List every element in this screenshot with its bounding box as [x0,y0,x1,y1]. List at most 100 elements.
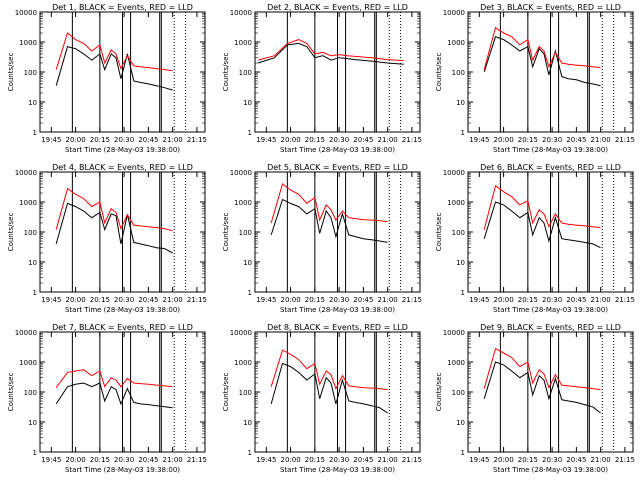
y-axis-label: Counts/sec [7,373,15,412]
series-line-events [55,202,173,254]
series-line-lld [483,184,601,230]
y-tick-label: 1000 [234,359,252,367]
x-tick-label: 21:00 [378,136,398,144]
y-tick-label: 100 [24,229,37,237]
chart-title: Det 2, BLACK = Events, RED = LLD [267,3,408,12]
x-axis-label: Start Time (28-May-03 19:38:00) [493,466,608,474]
y-tick-label: 100 [24,69,37,77]
x-tick-label: 21:15 [402,456,422,464]
y-tick-label: 100 [239,69,252,77]
y-tick-label: 100 [24,389,37,397]
y-tick-label: 1 [33,449,37,457]
x-tick-label: 19:45 [469,456,489,464]
y-tick-label: 1000 [234,199,252,207]
y-axis-label: Counts/sec [222,53,230,92]
x-tick-label: 19:45 [256,296,276,304]
y-tick-label: 1000 [447,199,465,207]
series-line-lld [483,26,601,70]
y-tick-label: 1000 [234,39,252,47]
chart-panel-6: Det 6, BLACK = Events, RED = LLD 1 10 100 10… [435,163,635,314]
chart-title: Det 7, BLACK = Events, RED = LLD [52,323,193,332]
x-tick-label: 19:45 [469,136,489,144]
series-line-lld [55,369,173,388]
chart-title: Det 1, BLACK = Events, RED = LLD [52,3,193,12]
x-tick-label: 20:45 [138,136,158,144]
series-line-events [270,362,388,414]
y-tick-label: 10 [243,99,252,107]
x-tick-label: 20:30 [329,296,349,304]
y-tick-label: 1000 [447,39,465,47]
x-tick-label: 20:45 [566,136,586,144]
x-tick-label: 20:30 [114,296,134,304]
x-tick-label: 20:00 [493,136,513,144]
y-tick-label: 100 [239,389,252,397]
x-tick-label: 21:15 [402,136,422,144]
chart-title: Det 3, BLACK = Events, RED = LLD [480,3,621,12]
x-tick-label: 20:00 [280,456,300,464]
y-tick-label: 1 [248,289,252,297]
y-tick-label: 100 [452,69,465,77]
series-line-events [55,45,173,91]
x-tick-label: 20:45 [566,296,586,304]
y-tick-label: 10000 [230,329,252,337]
y-tick-label: 10 [28,419,37,427]
y-tick-label: 10000 [230,169,252,177]
y-tick-label: 10 [243,259,252,267]
x-tick-label: 20:00 [65,136,85,144]
chart-panel-5: Det 5, BLACK = Events, RED = LLD 1 10 100 10… [222,163,422,314]
x-tick-label: 20:00 [280,296,300,304]
x-tick-label: 21:15 [615,456,635,464]
x-tick-label: 20:15 [305,456,325,464]
x-tick-label: 20:15 [305,296,325,304]
series-line-lld [483,347,601,391]
y-tick-label: 100 [452,229,465,237]
y-tick-label: 1 [248,129,252,137]
x-tick-label: 20:15 [90,136,110,144]
series-line-lld [270,183,388,224]
x-tick-label: 20:30 [542,136,562,144]
series-line-lld [258,39,404,62]
x-tick-label: 20:00 [65,296,85,304]
series-line-events [483,36,601,87]
series-line-events [270,198,388,243]
series-line-events [258,42,404,65]
x-tick-label: 20:00 [65,456,85,464]
x-tick-label: 21:00 [163,456,183,464]
x-tick-label: 20:45 [353,136,373,144]
y-tick-label: 10000 [15,9,37,17]
y-tick-label: 10 [456,419,465,427]
chart-title: Det 6, BLACK = Events, RED = LLD [480,163,621,172]
chart-panel-1: Det 1, BLACK = Events, RED = LLD 1 10 100 10… [7,3,207,154]
x-tick-label: 20:15 [90,456,110,464]
x-tick-label: 21:15 [187,136,207,144]
x-tick-label: 21:15 [402,296,422,304]
x-tick-label: 21:00 [591,456,611,464]
x-tick-label: 21:15 [187,296,207,304]
y-tick-label: 1000 [19,359,37,367]
y-tick-label: 10 [456,259,465,267]
y-tick-label: 10000 [443,329,465,337]
y-axis-label: Counts/sec [435,373,443,412]
chart-panel-8: Det 8, BLACK = Events, RED = LLD 1 10 100 10… [222,323,422,474]
x-axis-label: Start Time (28-May-03 19:38:00) [280,306,395,314]
chart-title: Det 4, BLACK = Events, RED = LLD [52,163,193,172]
x-tick-label: 21:15 [187,456,207,464]
y-tick-label: 1 [248,449,252,457]
series-line-lld [270,349,388,391]
x-tick-label: 20:30 [329,456,349,464]
chart-panel-7: Det 7, BLACK = Events, RED = LLD 1 10 100 10… [7,323,207,474]
y-axis-label: Counts/sec [435,213,443,252]
x-tick-label: 20:45 [566,456,586,464]
x-tick-label: 21:15 [615,136,635,144]
y-tick-label: 1000 [19,39,37,47]
x-axis-label: Start Time (28-May-03 19:38:00) [280,466,395,474]
y-axis-label: Counts/sec [435,53,443,92]
chart-title: Det 5, BLACK = Events, RED = LLD [267,163,408,172]
x-tick-label: 20:30 [329,136,349,144]
x-tick-label: 21:00 [163,296,183,304]
x-tick-label: 19:45 [469,296,489,304]
y-axis-label: Counts/sec [7,53,15,92]
chart-panel-2: Det 2, BLACK = Events, RED = LLD 1 10 100 10… [222,3,422,154]
